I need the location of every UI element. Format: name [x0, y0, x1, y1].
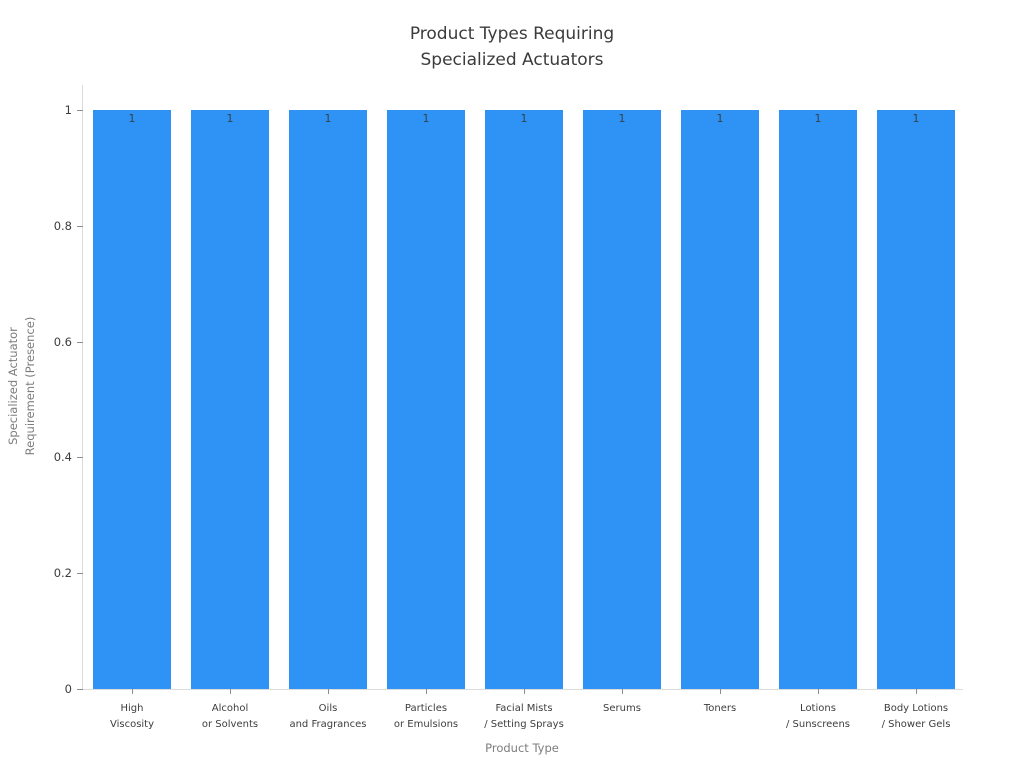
x-axis-tick-label: Oils and Fragrances [289, 703, 367, 730]
x-axis-title: Product Type [485, 741, 559, 755]
bar: 1 [387, 110, 465, 689]
y-axis-tick-label: 0.8 [53, 218, 72, 233]
y-axis-tick [77, 689, 83, 690]
x-axis-tick [524, 689, 525, 694]
bar-value-label: 1 [618, 112, 626, 125]
y-axis-tick [77, 457, 83, 459]
bar-value-label: 1 [422, 112, 430, 125]
y-axis-tick [77, 225, 83, 227]
x-axis-tick-label: Facial Mists / Setting Sprays [484, 703, 564, 730]
y-axis-tick-label: 0.2 [53, 566, 72, 581]
bar-value-label: 1 [226, 112, 234, 125]
bar-value-label: 1 [324, 112, 332, 125]
x-axis-tick [132, 689, 133, 694]
bar-value-label: 1 [128, 112, 136, 125]
bar: 1 [583, 110, 661, 689]
x-axis-tick-label: Body Lotions / Shower Gels [881, 703, 951, 730]
bar: 1 [681, 110, 759, 689]
x-axis-tick-label: Serums [603, 703, 641, 714]
y-axis-tick-label: 1 [64, 103, 72, 117]
bar-value-label: 1 [814, 112, 822, 125]
bar: 1 [191, 110, 269, 689]
x-axis-tick-label: Alcohol or Solvents [201, 703, 259, 730]
x-axis-tick [230, 689, 231, 694]
x-axis-tick-label: Particles or Emulsions [393, 703, 459, 730]
x-axis-tick [328, 689, 329, 694]
y-axis-title: Specialized Actuator Requirement (Presen… [6, 316, 37, 456]
x-axis-tick [916, 689, 917, 694]
x-axis-tick-label: Lotions / Sunscreens [785, 703, 851, 730]
x-axis-tick [426, 689, 427, 694]
bar-value-label: 1 [912, 112, 920, 125]
x-axis-tick-label: Toners [703, 703, 737, 714]
bar: 1 [485, 110, 563, 689]
y-axis-tick [77, 110, 83, 111]
x-axis-tick [622, 689, 623, 694]
x-axis-tick-label: High Viscosity [109, 703, 155, 730]
bar-value-label: 1 [520, 112, 528, 125]
y-axis-tick [77, 573, 83, 575]
y-axis-tick [77, 341, 83, 343]
bar: 1 [93, 110, 171, 689]
y-axis-tick-label: 0.4 [53, 450, 72, 465]
bar-value-label: 1 [716, 112, 724, 125]
bar: 1 [779, 110, 857, 689]
y-axis-tick-label: 0 [64, 682, 72, 696]
chart-title: Product Types Requiring Specialized Actu… [409, 24, 615, 70]
bar: 1 [877, 110, 955, 689]
plot-area: 0 0.2 0.4 0.6 0.8 1 1 High Viscosity 1 Alcohol or… [54, 85, 963, 730]
x-axis-tick [720, 689, 721, 694]
y-axis-tick-label: 0.6 [53, 334, 72, 349]
x-axis-tick [818, 689, 819, 694]
bar: 1 [289, 110, 367, 689]
